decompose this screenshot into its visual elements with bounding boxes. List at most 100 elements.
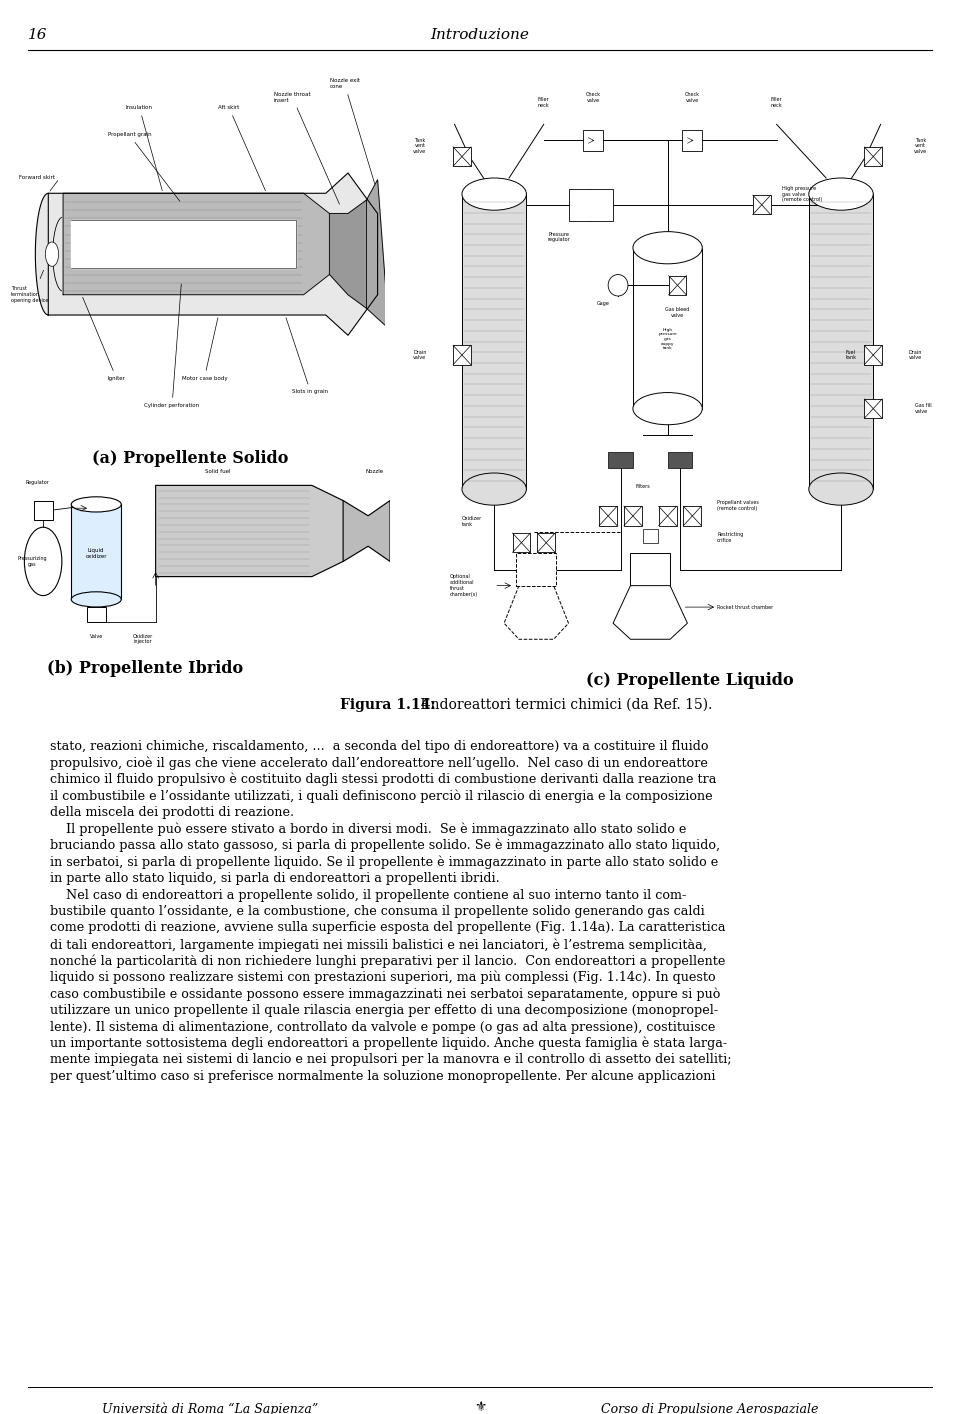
Ellipse shape <box>633 232 703 264</box>
Text: di tali endoreattori, largamente impiegati nei missili balistici e nei lanciator: di tali endoreattori, largamente impiega… <box>50 937 707 952</box>
Polygon shape <box>36 173 377 335</box>
Polygon shape <box>70 221 297 267</box>
Text: Oxidizer
injector: Oxidizer injector <box>133 633 154 645</box>
Text: Liquid
oxidizer: Liquid oxidizer <box>85 549 107 559</box>
Text: Corso di Propulsione Aerospaziale: Corso di Propulsione Aerospaziale <box>601 1403 819 1414</box>
Text: Check
valve: Check valve <box>586 92 601 103</box>
Text: Gas bleed
valve: Gas bleed valve <box>665 307 689 318</box>
Bar <box>643 529 658 543</box>
Bar <box>86 607 106 622</box>
Text: Igniter: Igniter <box>83 297 126 380</box>
Text: della miscela dei prodotti di reazione.: della miscela dei prodotti di reazione. <box>50 806 294 819</box>
Polygon shape <box>329 199 367 308</box>
Text: Restricting
orifice: Restricting orifice <box>717 532 743 543</box>
Bar <box>584 130 603 151</box>
Text: High pressure
gas valve
(remote control): High pressure gas valve (remote control) <box>781 185 822 202</box>
Text: liquido si possono realizzare sistemi con prestazioni superiori, ma più compless: liquido si possono realizzare sistemi co… <box>50 971 715 984</box>
Text: per quest’ultimo caso si preferisce normalmente la soluzione monopropellente. Pe: per quest’ultimo caso si preferisce norm… <box>50 1070 715 1083</box>
Text: lente). Il sistema di alimentazione, controllato da valvole e pompe (o gas ad al: lente). Il sistema di alimentazione, con… <box>50 1021 715 1034</box>
Bar <box>864 345 882 365</box>
Bar <box>667 451 692 468</box>
Text: bustibile quanto l’ossidante, e la combustione, che consuma il propellente solid: bustibile quanto l’ossidante, e la combu… <box>50 905 705 918</box>
Text: Propellant valves
(remote control): Propellant valves (remote control) <box>717 499 759 510</box>
Polygon shape <box>613 585 687 639</box>
Text: Endoreattori termici chimici (da Ref. 15).: Endoreattori termici chimici (da Ref. 15… <box>416 699 712 713</box>
Polygon shape <box>343 501 390 561</box>
Bar <box>34 501 53 519</box>
Text: Slots in grain: Slots in grain <box>286 318 328 395</box>
Text: utilizzare un unico propellente il quale rilascia energia per effetto di una dec: utilizzare un unico propellente il quale… <box>50 1004 718 1017</box>
Text: Università di Roma “La Sapienza”: Università di Roma “La Sapienza” <box>102 1403 318 1414</box>
Text: come prodotti di reazione, avviene sulla superficie esposta del propellente (Fig: come prodotti di reazione, avviene sulla… <box>50 922 726 935</box>
Text: in serbatoi, si parla di propellente liquido. Se il propellente è immagazzinato : in serbatoi, si parla di propellente liq… <box>50 855 718 870</box>
Text: Figura 1.14:: Figura 1.14: <box>340 699 436 713</box>
Ellipse shape <box>462 474 526 505</box>
Text: Drain
valve: Drain valve <box>413 349 426 361</box>
Bar <box>513 533 530 553</box>
Text: Drain
valve: Drain valve <box>908 349 922 361</box>
Ellipse shape <box>808 474 874 505</box>
Bar <box>516 553 556 585</box>
Bar <box>462 194 526 489</box>
Text: Gas fill
valve: Gas fill valve <box>915 403 932 414</box>
Text: Cylinder perforation: Cylinder perforation <box>145 284 200 409</box>
Ellipse shape <box>462 178 526 211</box>
Bar <box>599 506 617 526</box>
Bar <box>864 399 882 419</box>
Text: Check
valve: Check valve <box>684 92 700 103</box>
Text: Thrust
termination
opening device: Thrust termination opening device <box>12 287 49 303</box>
Text: Filters: Filters <box>636 484 650 489</box>
Ellipse shape <box>24 527 61 595</box>
Bar <box>659 506 677 526</box>
Text: Insulation: Insulation <box>126 106 162 191</box>
Text: Il propellente può essere stivato a bordo in diversi modi.  Se è immagazzinato a: Il propellente può essere stivato a bord… <box>50 823 686 836</box>
Text: caso combustibile e ossidante possono essere immagazzinati nei serbatoi separata: caso combustibile e ossidante possono es… <box>50 987 720 1001</box>
Bar <box>631 553 670 585</box>
Text: (c) Propellente Liquido: (c) Propellente Liquido <box>587 672 794 689</box>
Text: 16: 16 <box>28 28 47 42</box>
Bar <box>608 451 633 468</box>
Polygon shape <box>156 485 343 577</box>
Text: (b) Propellente Ibrido: (b) Propellente Ibrido <box>47 660 243 677</box>
Text: (a) Propellente Solido: (a) Propellente Solido <box>92 450 288 467</box>
Bar <box>633 247 703 409</box>
Polygon shape <box>504 585 568 639</box>
Bar <box>753 195 771 215</box>
Text: Pressure
regulator: Pressure regulator <box>547 232 570 242</box>
Text: in parte allo stato liquido, si parla di endoreattori a propellenti ibridi.: in parte allo stato liquido, si parla di… <box>50 872 500 885</box>
Circle shape <box>45 242 59 266</box>
Text: Pressurizing
gas: Pressurizing gas <box>17 556 47 567</box>
Text: Nozzle exit
cone: Nozzle exit cone <box>329 78 376 191</box>
Text: Introduzione: Introduzione <box>431 28 529 42</box>
Text: Gage: Gage <box>597 301 610 307</box>
Text: ⚜: ⚜ <box>473 1400 487 1414</box>
Text: un importante sottosistema degli endoreattori a propellente liquido. Anche quest: un importante sottosistema degli endorea… <box>50 1036 727 1051</box>
Polygon shape <box>367 180 389 328</box>
Text: il combustibile e l’ossidante utilizzati, i quali definiscono perciò il rilascio: il combustibile e l’ossidante utilizzati… <box>50 789 712 803</box>
Bar <box>808 194 874 489</box>
Ellipse shape <box>71 592 121 607</box>
Text: Nozzle: Nozzle <box>366 469 383 474</box>
Text: nonché la particolarità di non richiedere lunghi preparativi per il lancio.  Con: nonché la particolarità di non richieder… <box>50 954 726 969</box>
Text: Propellant grain: Propellant grain <box>108 133 180 201</box>
Text: Oxidizer
tank: Oxidizer tank <box>462 516 482 526</box>
Text: stato, reazioni chimiche, riscaldamento, ...  a seconda del tipo di endoreattore: stato, reazioni chimiche, riscaldamento,… <box>50 740 708 754</box>
Bar <box>624 506 642 526</box>
Bar <box>453 345 471 365</box>
Ellipse shape <box>633 393 703 424</box>
Bar <box>684 506 702 526</box>
Text: Forward skirt: Forward skirt <box>18 175 55 180</box>
Text: Tank
vent
valve: Tank vent valve <box>414 137 426 154</box>
Bar <box>683 130 703 151</box>
Text: mente impiegata nei sistemi di lancio e nei propulsori per la manovra e il contr: mente impiegata nei sistemi di lancio e … <box>50 1053 732 1066</box>
Text: Valve: Valve <box>89 633 103 639</box>
Circle shape <box>608 274 628 296</box>
Bar <box>538 533 555 553</box>
Polygon shape <box>63 194 329 294</box>
Text: Motor case body: Motor case body <box>181 318 228 380</box>
Ellipse shape <box>808 178 874 211</box>
Bar <box>71 505 121 600</box>
Bar <box>453 147 471 167</box>
Bar <box>668 276 686 296</box>
Ellipse shape <box>71 496 121 512</box>
